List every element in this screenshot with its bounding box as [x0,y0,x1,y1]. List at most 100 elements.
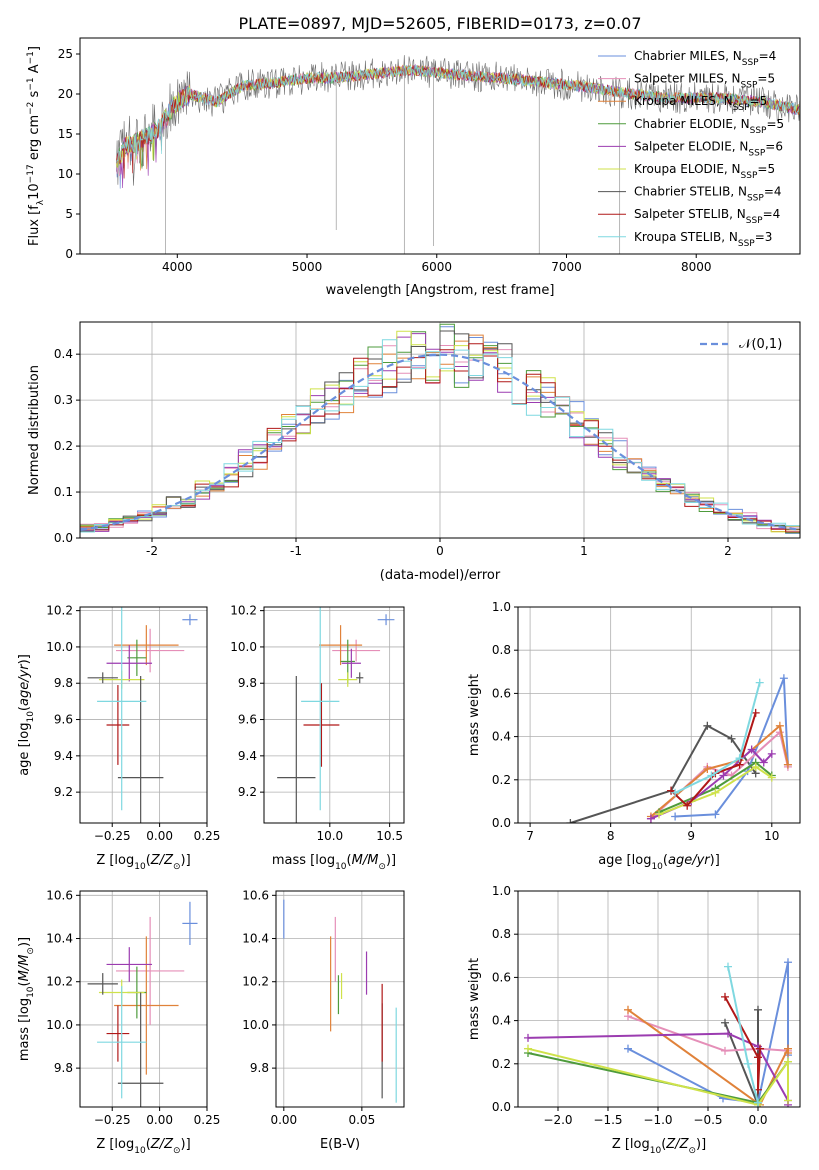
x-axis-label-part: age [log [598,853,651,868]
y-tick-label: 1.0 [492,600,511,614]
y-axis-label: mass weight [467,674,482,756]
age_vs_mass-plot-area [277,607,395,823]
mass-weight-marker [767,773,776,782]
x-tick-label: −1.0 [643,1113,672,1127]
y-axis-label-part: mass [log [17,998,32,1061]
legend-entry: Kroupa MILES, NSSP=5 [634,94,767,113]
x-axis-label-part: )] [386,853,396,868]
y-tick-label: 10.4 [46,932,73,946]
y-axis-label-part: ( [17,981,32,986]
y-tick-label: 1.0 [492,884,511,898]
legend-entry: 𝒩(0,1) [739,337,782,352]
x-tick-label: -2 [146,544,158,558]
x-tick-label: 0.0 [748,1113,767,1127]
x-tick-label: −0.25 [94,829,131,843]
mass-weight-marker [624,1044,632,1053]
age_vs_Z-plot-area [87,607,198,823]
x-axis-label: E(B-V) [320,1137,360,1152]
mass-weight-marker [711,810,720,819]
x-axis-label-part: ( [661,1137,666,1152]
legend-entry-part: =4 [763,207,781,221]
x-tick-label: 8 [607,829,615,843]
legend-entry-part: Chabrier STELIB, N [634,185,747,199]
mass-weight-marker [784,958,792,967]
y-tick-label: 10.2 [46,975,73,989]
legend-entry-part: Salpeter STELIB, N [634,207,746,221]
x-tick-label: 10 [764,829,779,843]
gaussian-curve [80,353,800,531]
mass-weight-marker [784,1096,792,1105]
legend-entry-part: Salpeter MILES, N [634,72,741,86]
y-tick-label: 10.0 [46,640,73,654]
x-axis-label-part: )] [181,853,191,868]
x-axis-label-part: 10 [134,1146,146,1156]
x-axis-label-part: Z/Z [150,1137,174,1152]
x-axis-label: age [log10(age/yr)] [598,853,720,872]
x-tick-label: −0.5 [693,1113,722,1127]
y-tick-label: 0.4 [492,1014,511,1028]
mass-weight-marker [671,788,680,797]
x-tick-label: 6000 [421,260,452,274]
mass-weight-line [675,677,789,818]
mass-weight-marker [667,786,676,795]
spectrum-frame [79,37,801,255]
mass_weight_vs_Z-panel: −2.0 −1.5 −1.0 −0.5 0.0 0.0 0.2 0.4 0.6 0.8 1.0 Z [… [467,884,801,1156]
legend-entry-part: Kroupa MILES, N [634,94,733,108]
mass-weight-marker [756,1044,764,1053]
y-tick-label: 0.0 [492,1100,511,1114]
x-tick-label: 7000 [551,260,582,274]
spectrum-line [116,55,800,186]
x-axis-label-part: ( [146,1137,151,1152]
x-tick-label: 0.05 [348,1113,375,1127]
y-axis-label: mass [log10(M/M⊙)] [17,937,36,1061]
mass_vs_Z-plot-area [87,901,198,1107]
y-tick-label: 10.0 [230,640,257,654]
y-tick-label: 9.4 [54,749,73,763]
y-tick-label: 10 [58,167,73,181]
y-axis-label-part: 10 [26,711,36,723]
y-tick-label: 10.6 [46,888,73,902]
x-axis-label: wavelength [Angstrom, rest frame] [326,283,555,298]
x-axis-label-part: 10 [335,862,347,872]
residuals-plot-area [80,323,800,535]
legend-entry-part: =5 [757,162,775,176]
legend-entry-part: =5 [766,117,784,131]
x-axis-label-part: )] [696,1137,706,1152]
mass_weight_vs_age-plot-area [566,674,792,823]
mass-weight-marker [721,1018,729,1027]
mass-weight-marker [624,1005,632,1014]
y-axis-label-part: −1 [26,77,36,90]
age_vs_Z-panel: −0.25 0.00 0.259.29.49.69.810.010.2Z [log1… [17,604,220,872]
residuals-panel: -2 -1 0 1 2 0.0 0.1 0.2 0.3 0.4 𝒩(0,1) (data-model)… [27,321,801,583]
mass_weight_vs_age-frame [517,606,801,824]
mass_weight_vs_Z-frame [517,890,801,1108]
mass-weight-marker [671,812,680,821]
legend-entry: Chabrier MILES, NSSP=4 [634,49,776,68]
mass_vs_Z-frame [79,890,208,1108]
mass-weight-marker [646,814,655,823]
legend-entry: Chabrier ELODIE, NSSP=5 [634,117,784,136]
x-axis-label-part: )] [181,1137,191,1152]
y-axis-label: Flux [fλ10−17 erg cm−2 s−1 A−1] [26,46,46,246]
mass-weight-marker [735,754,744,763]
x-tick-label: −1.5 [593,1113,622,1127]
mass-weight-marker [751,708,760,717]
legend-entry-part: SSP [747,194,764,204]
x-axis-label-part: mass [log [272,853,335,868]
mass_vs_EBV-panel: 0.00 0.05 9.8 10.0 10.2 10.4 10.6 E(B-V) [242,888,405,1152]
mass-weight-marker [755,678,764,687]
mass-weight-line [674,682,761,794]
mass-weight-marker [775,721,784,730]
y-axis-label-part: )] [17,654,32,664]
y-tick-label: 9.4 [238,749,257,763]
y-tick-label: 9.8 [238,676,257,690]
x-axis-label: Z [log10(Z/Z⊙)] [612,1137,706,1156]
y-tick-label: 0.0 [54,531,73,545]
x-tick-label: 0.00 [146,829,173,843]
mass_vs_EBV-frame [275,890,405,1108]
y-tick-label: 10.2 [46,604,73,618]
x-axis-label-part: ( [663,853,668,868]
legend-entry-part: SSP [746,216,763,226]
